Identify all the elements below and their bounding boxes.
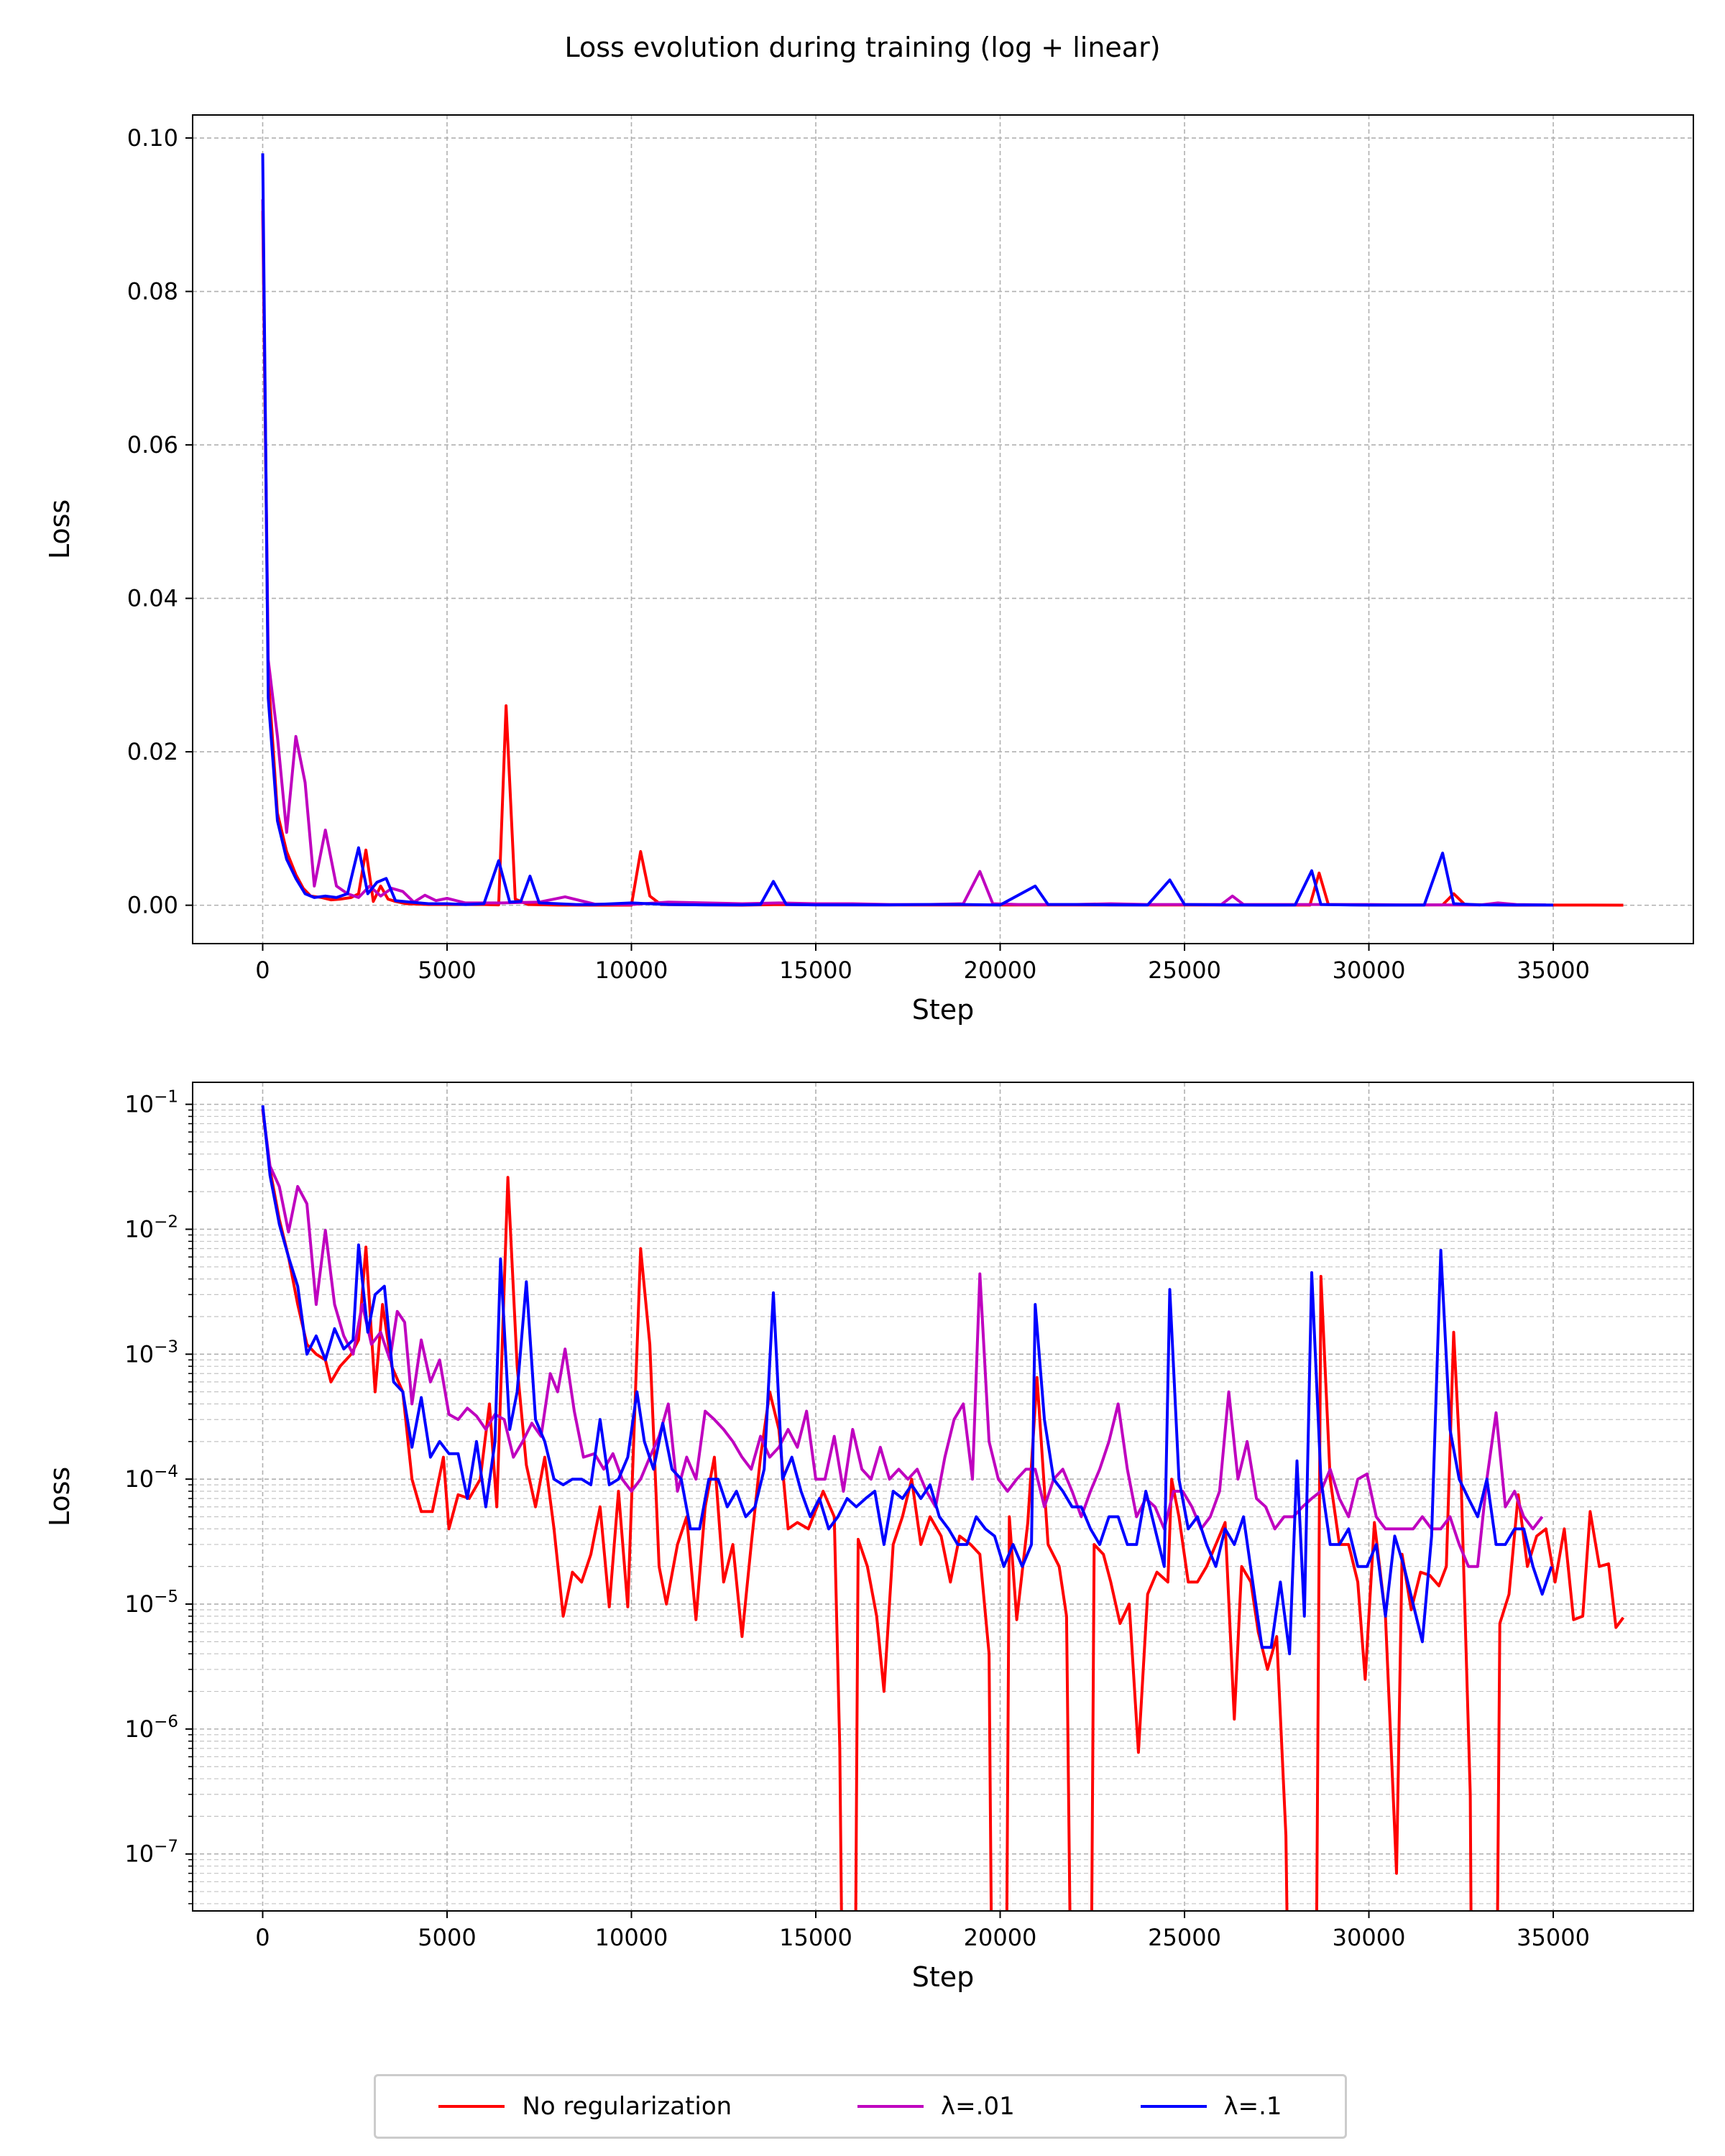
axes-frame: [192, 1082, 1694, 1912]
x-axis-label: Step: [912, 994, 975, 1026]
x-tick-label: 20000: [964, 1924, 1037, 1951]
x-tick-label: 25000: [1148, 957, 1221, 984]
series-line-bf00bf: [261, 199, 1546, 907]
x-tick-label: 5000: [418, 1924, 476, 1951]
x-tick-label: 15000: [779, 957, 852, 984]
log-loss-panel: 0 5000 10000 15000 20000 25000 30000 35000 10−1 1…: [44, 1082, 1694, 1993]
legend-item-lambda-001: λ=.01: [857, 2092, 1015, 2121]
x-tick-label: 20000: [964, 957, 1037, 984]
series-line-bf00bf: [261, 1108, 1544, 1568]
y-tick-label: 0.06: [127, 431, 178, 459]
axes-frame: [192, 114, 1694, 944]
series-group: [261, 153, 1624, 907]
legend-item-lambda-01: λ=.1: [1140, 2092, 1282, 2121]
x-tick-label: 35000: [1517, 957, 1590, 984]
legend-label: No regularization: [522, 2092, 732, 2121]
series-line-ff0000: [261, 211, 1624, 907]
x-tick-label: 30000: [1333, 957, 1406, 984]
x-tick-label: 35000: [1517, 1924, 1590, 1951]
x-tick-label: 0: [255, 957, 270, 984]
y-tick-label: 0.10: [127, 124, 178, 152]
y-axis-label: Loss: [44, 499, 75, 559]
x-tick-label: 0: [255, 1924, 270, 1951]
y-tick-label: 10−5: [124, 1588, 178, 1618]
x-tick-label: 25000: [1148, 1924, 1221, 1951]
y-tick-label: 10−7: [124, 1838, 178, 1868]
grid: [193, 115, 1693, 944]
x-tick-label: 10000: [595, 957, 668, 984]
y-tick-label: 10−3: [124, 1337, 178, 1368]
series-group: [261, 1105, 1625, 1911]
y-tick-label: 10−6: [124, 1713, 178, 1743]
x-tick-label: 15000: [779, 1924, 852, 1951]
x-tick-label: 5000: [418, 957, 476, 984]
y-tick-label: 10−2: [124, 1212, 178, 1243]
legend-label: λ=.1: [1223, 2092, 1282, 2121]
legend: No regularization λ=.01 λ=.1: [374, 2074, 1347, 2139]
y-axis-label: Loss: [44, 1467, 75, 1526]
y-tick-label: 0.04: [127, 585, 178, 612]
x-tick-label: 10000: [595, 1924, 668, 1951]
figure-title: Loss evolution during training (log + li…: [564, 32, 1161, 63]
legend-swatch-blue: [1140, 2105, 1207, 2108]
y-tick-label: 0.00: [127, 892, 178, 919]
series-line-0000ff: [261, 1105, 1553, 1656]
grid: [193, 1082, 1693, 1911]
x-tick-label: 30000: [1333, 1924, 1406, 1951]
legend-item-no-regularization: No regularization: [438, 2092, 732, 2121]
y-tick-label: 10−1: [124, 1088, 178, 1118]
series-line-0000ff: [261, 153, 1554, 907]
x-axis-label: Step: [912, 1961, 975, 1993]
y-tick-label: 10−4: [124, 1462, 178, 1493]
legend-swatch-magenta: [857, 2105, 924, 2108]
series-line-ff0000: [261, 1109, 1625, 1911]
legend-label: λ=.01: [941, 2092, 1015, 2121]
y-tick-label: 0.02: [127, 738, 178, 765]
legend-swatch-red: [438, 2105, 505, 2108]
y-tick-label: 0.08: [127, 278, 178, 305]
linear-loss-panel: 0 5000 10000 15000 20000 25000 30000 35000 0.00 0…: [44, 114, 1694, 1026]
